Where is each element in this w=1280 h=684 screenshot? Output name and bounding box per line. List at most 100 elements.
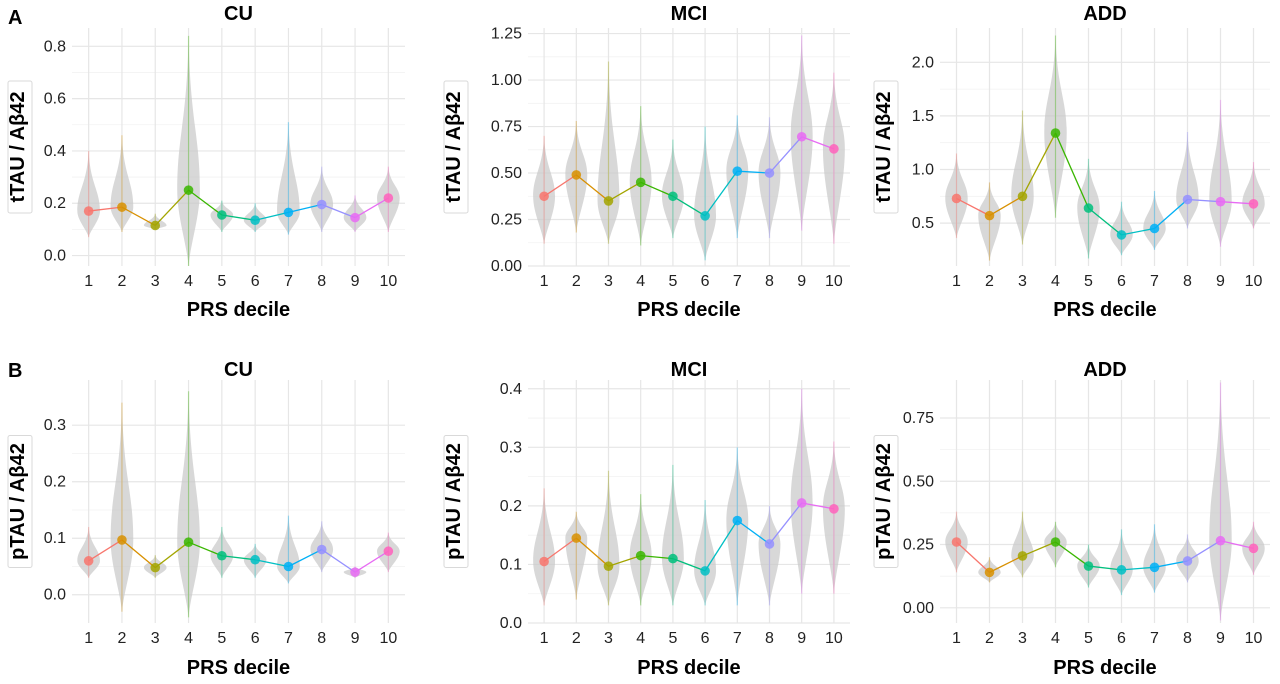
violin-decile-2 bbox=[978, 182, 1001, 261]
violin-decile-4 bbox=[1044, 35, 1067, 218]
y-tick-label: 0.0 bbox=[500, 615, 522, 632]
y-tick-label: 0.5 bbox=[912, 215, 934, 232]
panel-letter-b: B bbox=[8, 360, 22, 382]
data-point-decile-9 bbox=[350, 212, 360, 223]
y-axis-label-box bbox=[7, 435, 33, 568]
x-tick-label: 3 bbox=[604, 273, 613, 290]
y-tick-label: 0.00 bbox=[491, 258, 522, 275]
violin-decile-6 bbox=[1110, 201, 1133, 256]
y-axis-label-box bbox=[7, 80, 33, 214]
line-segment-1 bbox=[543, 174, 577, 197]
data-point-decile-6 bbox=[250, 215, 260, 226]
violin-decile-1 bbox=[533, 135, 556, 244]
x-tick-label: 8 bbox=[1183, 273, 1192, 290]
data-point-decile-4 bbox=[183, 537, 194, 547]
y-tick-label: 0.75 bbox=[491, 119, 522, 136]
line-segment-4 bbox=[640, 555, 673, 560]
data-point-decile-10 bbox=[829, 504, 839, 514]
violin-decile-8 bbox=[310, 166, 334, 232]
line-segment-5 bbox=[221, 555, 256, 561]
x-tick-label: 7 bbox=[284, 273, 293, 290]
x-tick-label: 6 bbox=[251, 630, 260, 647]
x-tick-label: 9 bbox=[1216, 630, 1225, 647]
data-point-decile-6 bbox=[1116, 230, 1127, 240]
x-tick-label: 3 bbox=[151, 273, 160, 290]
x-tick-label: 6 bbox=[701, 630, 710, 647]
x-tick-label: 6 bbox=[701, 273, 710, 290]
data-point-decile-7 bbox=[732, 515, 743, 526]
line-segment-7 bbox=[1154, 560, 1188, 568]
data-point-decile-2 bbox=[571, 533, 582, 543]
line-segment-4 bbox=[188, 189, 223, 216]
data-point-decile-10 bbox=[829, 144, 839, 154]
line-segment-2 bbox=[575, 174, 609, 202]
line-segment-1 bbox=[956, 197, 990, 217]
y-axis-label: tTAU / Aβ42 bbox=[7, 91, 29, 202]
line-segment-4 bbox=[1055, 541, 1089, 567]
x-tick-label: 7 bbox=[1150, 273, 1159, 290]
data-point-decile-9 bbox=[1215, 196, 1226, 207]
data-point-decile-6 bbox=[1116, 565, 1127, 575]
line-segment-8 bbox=[321, 203, 356, 219]
data-point-decile-5 bbox=[668, 191, 678, 202]
data-point-decile-6 bbox=[700, 210, 710, 221]
data-point-decile-3 bbox=[1017, 191, 1028, 202]
data-point-decile-1 bbox=[539, 191, 549, 202]
data-point-decile-3 bbox=[1017, 551, 1028, 561]
x-tick-label: 6 bbox=[251, 273, 260, 290]
violin-decile-1 bbox=[533, 488, 556, 606]
violin-decile-10 bbox=[822, 72, 845, 244]
data-point-decile-5 bbox=[1083, 561, 1094, 571]
violin-decile-7 bbox=[726, 115, 749, 239]
x-tick-label: 10 bbox=[825, 630, 843, 647]
panel-letter-a: A bbox=[8, 7, 22, 29]
x-tick-label: 1 bbox=[84, 273, 93, 290]
line-segment-6 bbox=[255, 559, 289, 568]
data-point-decile-1 bbox=[83, 556, 94, 566]
violin-decile-1 bbox=[77, 526, 100, 578]
x-tick-label: 10 bbox=[379, 630, 397, 647]
x-tick-label: 4 bbox=[1051, 273, 1060, 290]
violin-decile-7 bbox=[726, 447, 749, 606]
x-tick-label: 2 bbox=[117, 630, 126, 647]
x-tick-label: 7 bbox=[733, 630, 742, 647]
x-tick-label: 7 bbox=[733, 273, 742, 290]
x-tick-label: 8 bbox=[765, 273, 774, 290]
chart-panel-4: 0.0 0.1 0.2 0.3 1 2 3 4 5 6 7 8 9 10 CU PRS decile pTAU … bbox=[7, 359, 405, 679]
y-tick-label: 1.25 bbox=[491, 26, 522, 43]
chart-title: ADD bbox=[1083, 359, 1126, 381]
data-point-decile-8 bbox=[316, 199, 327, 210]
line-segment-5 bbox=[1088, 565, 1122, 571]
y-tick-label: 1.0 bbox=[912, 162, 934, 179]
y-tick-label: 0.50 bbox=[491, 165, 522, 182]
x-tick-label: 9 bbox=[351, 630, 360, 647]
data-point-decile-3 bbox=[150, 220, 161, 231]
x-tick-label: 7 bbox=[1150, 630, 1159, 647]
line-segment-6 bbox=[255, 211, 289, 221]
x-tick-label: 1 bbox=[952, 630, 961, 647]
line-segment-3 bbox=[154, 541, 189, 569]
x-tick-label: 10 bbox=[1245, 273, 1263, 290]
line-segment-2 bbox=[121, 539, 156, 569]
x-tick-label: 4 bbox=[1051, 630, 1060, 647]
line-segment-2 bbox=[575, 537, 609, 567]
y-tick-label: 0.50 bbox=[903, 473, 934, 490]
line-segment-8 bbox=[1187, 198, 1221, 203]
data-point-decile-1 bbox=[951, 537, 962, 547]
x-tick-label: 5 bbox=[1084, 630, 1093, 647]
data-point-decile-9 bbox=[1215, 535, 1226, 546]
x-tick-label: 1 bbox=[540, 273, 549, 290]
chart-panel-3: 0.5 1.0 1.5 2.0 1 2 3 4 5 6 7 8 9 10 ADD PRS decile tTAU… bbox=[873, 3, 1270, 321]
violin-decile-3 bbox=[597, 470, 620, 606]
data-point-decile-2 bbox=[984, 210, 995, 221]
violin-decile-9 bbox=[790, 388, 813, 594]
y-tick-label: 0.6 bbox=[44, 91, 66, 108]
violin-decile-2 bbox=[110, 402, 134, 612]
y-tick-label: 0.0 bbox=[44, 248, 66, 265]
line-segment-5 bbox=[1088, 207, 1122, 236]
y-tick-label: 0.4 bbox=[44, 143, 66, 160]
violin-decile-10 bbox=[1242, 162, 1265, 229]
violin-decile-2 bbox=[565, 511, 588, 600]
data-point-decile-7 bbox=[283, 561, 294, 572]
chart-panel-2: 0.00 0.25 0.50 0.75 1.00 1.25 1 2 3 4 5 6 7 8 9 10 MCI PR… bbox=[443, 3, 850, 321]
